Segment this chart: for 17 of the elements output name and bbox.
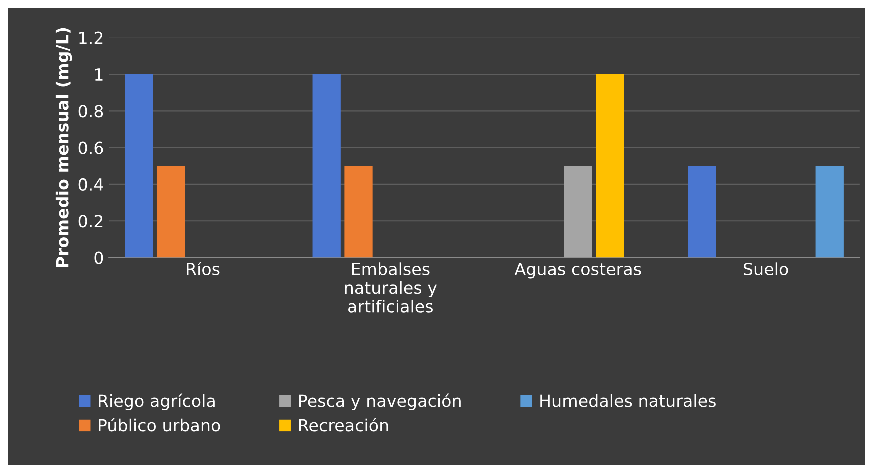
y-tick-label: 0.2 [78, 215, 103, 228]
legend-label: Riego agrícola [99, 394, 215, 411]
x-tick-label: Embalses naturales y artificiales [345, 262, 438, 313]
legend-label: Público urbano [99, 418, 220, 432]
y-tick-label: 0.8 [78, 105, 104, 118]
y-tick-label: 1 [95, 68, 103, 81]
y-tick-label: 0.6 [78, 142, 104, 154]
y-axis-title: Promedio mensual (mg/L) [56, 28, 72, 268]
x-tick-label: Ríos [187, 262, 220, 276]
legend-label: Recreación [300, 418, 388, 432]
legend-label: Humedales naturales [540, 394, 716, 408]
x-tick-label: Suelo [744, 262, 788, 276]
x-tick-label: Aguas costeras [514, 263, 642, 279]
y-tick-label: 0.4 [78, 178, 104, 192]
y-tick-label: 0 [94, 252, 104, 264]
y-tick-label: 1.2 [80, 32, 103, 44]
legend-label: Pesca y navegación [300, 394, 461, 411]
